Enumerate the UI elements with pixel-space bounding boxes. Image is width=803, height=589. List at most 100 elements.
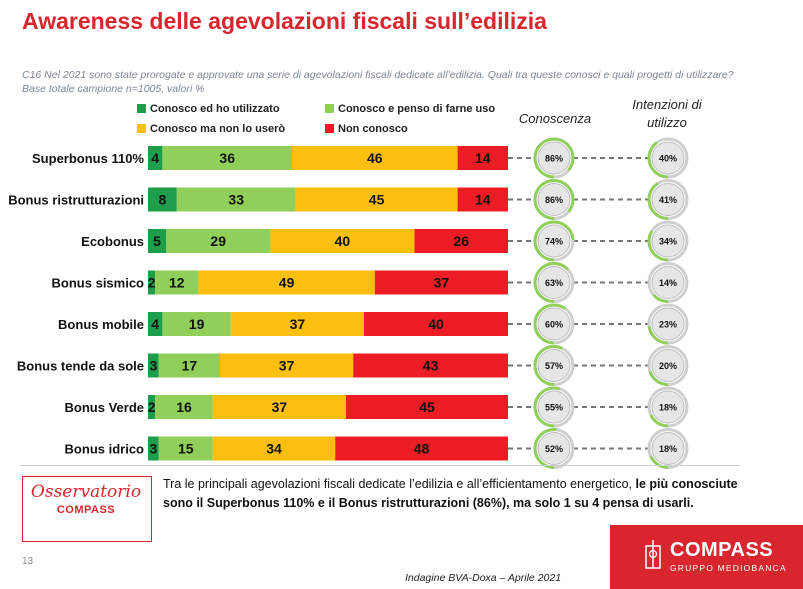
intention-ring-progress xyxy=(647,428,689,469)
intention-value-label: 34% xyxy=(659,237,677,247)
intention-value-label: 41% xyxy=(659,195,677,205)
bar-segment xyxy=(220,353,354,378)
category-label: Superbonus 110% xyxy=(32,151,144,166)
knowledge-ring-progress xyxy=(533,262,575,303)
legend-swatch xyxy=(137,104,146,113)
bar-value-label: 40 xyxy=(335,233,351,249)
bar-value-label: 12 xyxy=(169,275,185,291)
category-label: Bonus Verde xyxy=(65,400,144,415)
knowledge-ring-progress xyxy=(533,386,575,428)
category-label: Ecobonus xyxy=(81,234,144,249)
legend-label: Conosco ma non lo userò xyxy=(150,123,286,135)
bar-segment xyxy=(162,146,292,170)
page-title: Awareness delle agevolazioni fiscali sul… xyxy=(22,8,547,34)
bar-value-label: 37 xyxy=(279,358,295,374)
intention-value-label: 18% xyxy=(659,444,677,454)
bar-value-label: 8 xyxy=(159,192,167,208)
bar-value-label: 43 xyxy=(423,358,439,374)
compass-brand-sub: GRUPPO MEDIOBANCA xyxy=(670,563,787,573)
intention-badge xyxy=(651,266,685,299)
bar-value-label: 19 xyxy=(189,316,205,332)
bar-value-label: 34 xyxy=(266,441,282,457)
bar-value-label: 4 xyxy=(151,150,159,166)
legend-swatch xyxy=(137,124,146,133)
bar-segment xyxy=(176,187,296,212)
legend-item-plan: Conosco e penso di farne uso xyxy=(325,103,495,115)
bar-value-label: 3 xyxy=(150,358,158,374)
intention-value-label: 14% xyxy=(659,278,677,288)
bar-segment xyxy=(148,187,177,212)
intention-ring-progress xyxy=(647,220,689,262)
observatory-logo-line1: Osservatorio xyxy=(30,482,142,502)
knowledge-value-label: 55% xyxy=(545,403,563,413)
legend-swatch xyxy=(325,124,334,133)
bar-segment xyxy=(155,270,199,295)
knowledge-ring-progress xyxy=(533,137,575,179)
bar-segment xyxy=(198,270,375,295)
bar-segment xyxy=(158,353,220,378)
bar-segment xyxy=(158,436,213,461)
intention-ring-progress xyxy=(647,303,689,345)
bar-value-label: 48 xyxy=(414,441,430,457)
bar-segment xyxy=(270,229,415,253)
intention-value-label: 18% xyxy=(659,403,677,413)
bar-segment xyxy=(212,436,336,461)
knowledge-value-label: 63% xyxy=(545,278,563,288)
column-header-knowledge: Conoscenza xyxy=(518,111,592,126)
intention-badge xyxy=(651,390,685,424)
knowledge-value-label: 86% xyxy=(545,154,563,164)
bar-segment xyxy=(148,146,163,170)
intention-value-label: 40% xyxy=(659,154,677,164)
bar-value-label: 36 xyxy=(219,150,235,166)
summary-bold: le più conosciute sono il Superbonus 110… xyxy=(163,477,738,510)
bar-segment xyxy=(295,187,458,212)
bar-segment xyxy=(148,229,166,253)
bar-segment xyxy=(155,395,213,419)
bar-value-label: 46 xyxy=(367,150,383,166)
intention-ring-progress xyxy=(647,386,689,428)
bar-value-label: 14 xyxy=(475,150,491,166)
intention-badge xyxy=(651,183,685,216)
legend-item-unknown: Non conosco xyxy=(325,123,408,135)
knowledge-value-label: 86% xyxy=(545,195,563,205)
knowledge-value-label: 60% xyxy=(545,320,563,330)
bar-segment xyxy=(166,229,271,253)
legend-label: Non conosco xyxy=(338,123,408,135)
bar-value-label: 4 xyxy=(151,316,159,332)
column-header-intention-line1: Intenzioni di xyxy=(632,97,702,112)
category-label: Bonus mobile xyxy=(58,317,144,332)
knowledge-ring-progress xyxy=(533,179,575,220)
knowledge-ring-progress xyxy=(533,345,575,386)
intention-ring-progress xyxy=(647,179,689,220)
knowledge-value-label: 74% xyxy=(545,237,563,247)
knowledge-ring-progress xyxy=(533,428,575,469)
bar-segment xyxy=(148,270,156,295)
observatory-logo-box xyxy=(22,476,152,542)
source-note: Indagine BVA-Doxa – Aprile 2021 xyxy=(405,572,562,584)
knowledge-value-label: 57% xyxy=(545,361,563,371)
legend-item-know-no-use: Conosco ma non lo userò xyxy=(137,123,285,135)
compass-brand-name: COMPASS xyxy=(670,539,774,561)
intention-badge xyxy=(651,307,685,341)
intention-value-label: 23% xyxy=(659,320,677,330)
stacked-bar-chart: Superbonus 110% 4 36 46 14 86% 40% Bonus ristru… xyxy=(8,137,689,469)
summary-normal: Tra le principali agevolazioni fiscali d… xyxy=(163,477,636,491)
bar-value-label: 17 xyxy=(182,358,198,374)
knowledge-value-label: 52% xyxy=(545,444,563,454)
bar-segment xyxy=(148,436,159,461)
intention-badge xyxy=(651,224,685,258)
observatory-logo-line2: COMPASS xyxy=(56,504,116,516)
bar-segment xyxy=(148,353,159,378)
intention-badge xyxy=(651,349,685,382)
knowledge-badge xyxy=(537,390,571,424)
bar-segment xyxy=(457,187,508,212)
bar-value-label: 15 xyxy=(178,441,194,457)
bar-value-label: 2 xyxy=(148,275,156,291)
intention-value-label: 20% xyxy=(659,361,677,371)
compass-emblem-icon xyxy=(645,540,661,569)
bar-value-label: 40 xyxy=(428,316,444,332)
bar-value-label: 3 xyxy=(150,441,158,457)
bar-segment xyxy=(212,395,346,419)
bar-segment xyxy=(457,146,508,170)
legend-label: Conosco e penso di farne uso xyxy=(338,103,496,115)
